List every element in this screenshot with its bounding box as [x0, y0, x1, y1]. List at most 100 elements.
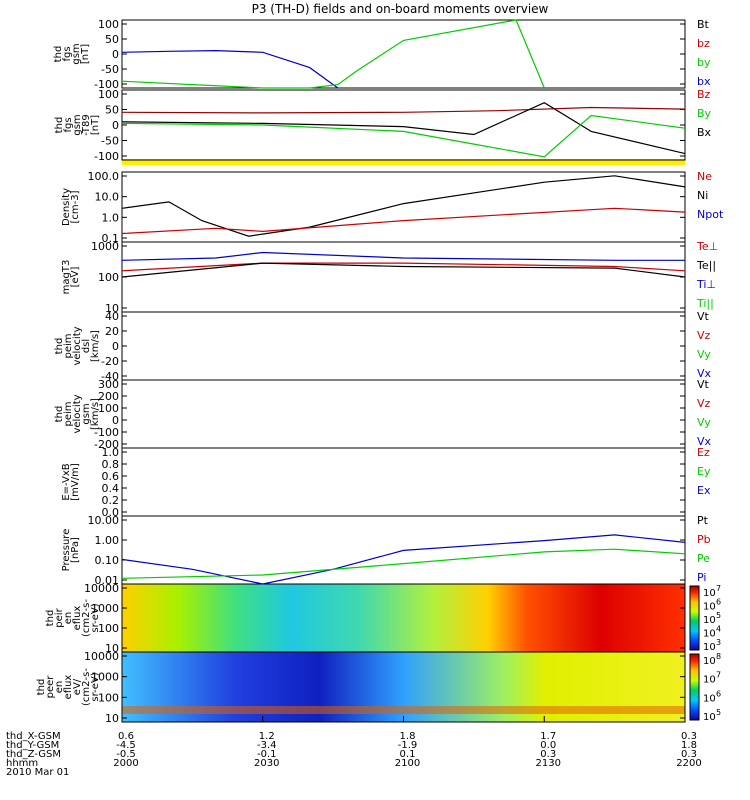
- y-tick-label: -100: [94, 426, 119, 439]
- colorbar-label: 10: [703, 675, 716, 686]
- y-tick-label: -40: [101, 370, 119, 383]
- legend-bz: Bz: [697, 88, 711, 101]
- y-axis-label-line: thd: [54, 117, 65, 134]
- legend-te: Te⊥: [696, 240, 718, 253]
- y-axis-label-line: thd: [54, 406, 65, 423]
- x-tick-value: -1.9: [398, 740, 418, 751]
- colorbar-exponent: 5: [716, 611, 721, 620]
- y-axis-label-line: dsl: [81, 339, 92, 353]
- y-tick-label: -100: [94, 78, 119, 91]
- series-line-bx: [121, 49, 339, 89]
- y-axis-label-line: [nT]: [90, 115, 101, 135]
- legend-pe: Pe: [697, 552, 710, 565]
- series-line-te: [121, 262, 686, 272]
- y-axis-label-line: sr-eV): [90, 603, 101, 632]
- legend-bx: bx: [697, 75, 711, 88]
- panel-3: 100.0 10.0 1.0 0.1 Density[cm-3] Ne Ni Npot: [61, 170, 724, 245]
- y-axis-label-line: (cm2-s-: [81, 599, 92, 637]
- y-axis-label-line: [cm-3]: [70, 190, 81, 223]
- colorbar-exponent: 7: [716, 671, 721, 680]
- colorbar: [689, 585, 700, 651]
- y-tick-label: 100: [98, 691, 119, 704]
- legend-pt: Pt: [697, 514, 709, 527]
- y-axis-label-line: [nT]: [80, 44, 91, 64]
- y-axis-label-line: (cm2-s-: [81, 668, 92, 706]
- x-row-label: thd_Z-GSM: [6, 749, 61, 760]
- y-axis-label-line: en: [63, 612, 74, 625]
- panel-9: 10000 1000 100 10 thdpeireneflux(cm2-s-sr-eV…: [45, 582, 721, 655]
- y-tick-label: 0.01: [95, 574, 120, 587]
- y-axis-label-line: E=-VxB: [61, 463, 72, 500]
- legend-vz: Vz: [697, 397, 711, 410]
- y-tick-label: 10: [105, 712, 119, 725]
- y-axis-label-line: eflux: [63, 675, 74, 700]
- series-layer: [121, 19, 686, 585]
- spectrogram-electron-lowband: [122, 706, 685, 714]
- x-tick-value: 2100: [395, 758, 420, 769]
- x-tick-value: -0.5: [116, 749, 136, 760]
- x-tick-value: 2200: [676, 758, 701, 769]
- y-axis-label-line: peim: [63, 333, 74, 358]
- series-line-te: [121, 262, 686, 278]
- y-tick-label: 1.00: [95, 534, 120, 547]
- y-tick-label: 10: [105, 642, 119, 655]
- x-tick-value: 0.3: [681, 749, 697, 760]
- x-row-label: 2010 Mar 01: [6, 767, 69, 778]
- y-axis-label-line: fgs: [63, 117, 74, 132]
- panel-8: 10.00 1.00 0.10 0.01 Pressure[nPa] Pt Pb Pe Pi: [61, 514, 711, 587]
- legend-ne: Ne: [697, 170, 712, 183]
- series-line-pe: [121, 548, 686, 579]
- y-tick-label: 10: [105, 302, 119, 315]
- y-axis-label-line: gsm: [72, 114, 83, 135]
- x-row-label: thd_Y-GSM: [6, 740, 59, 751]
- x-row-label: hhmm: [6, 758, 38, 769]
- series-line-ne: [121, 207, 686, 235]
- y-tick-label: 10.00: [88, 514, 120, 527]
- panel-frame: [121, 89, 686, 161]
- y-tick-label: 10.0: [95, 191, 120, 204]
- x-tick-value: 0.1: [400, 749, 416, 760]
- x-tick-value: 1.2: [259, 731, 275, 742]
- y-axis-label-line: eV/: [72, 678, 83, 695]
- y-tick-label: 10000: [84, 650, 119, 663]
- figure-title: P3 (TH-D) fields and on-board moments ov…: [252, 2, 549, 16]
- x-tick-value: -0.1: [257, 749, 277, 760]
- legend-vt: Vt: [697, 310, 710, 323]
- y-tick-label: 100: [98, 622, 119, 635]
- y-tick-label: 0.1: [102, 232, 120, 245]
- y-axis-label-line: [eV]: [70, 267, 81, 288]
- legend-vt: Vt: [697, 378, 710, 391]
- y-axis-label-line: [mV/m]: [70, 463, 81, 501]
- y-tick-label: 0: [112, 340, 119, 353]
- x-tick-value: 1.7: [540, 731, 556, 742]
- series-line-ni: [121, 175, 686, 237]
- colorbar-label: 10: [703, 642, 716, 653]
- y-tick-label: -50: [101, 63, 119, 76]
- legend-bz: bz: [697, 37, 710, 50]
- y-axis-label-line: peir: [54, 607, 65, 627]
- y-axis-label-line: thd: [53, 46, 64, 63]
- panel-7: 1.00.80.60.40.20.0 E=-VxB[mV/m] Ez Ey Ex: [61, 446, 711, 519]
- x-tick-value: 2000: [113, 758, 138, 769]
- colorbar-label: 10: [703, 588, 716, 599]
- y-axis-label-line: -T89: [81, 114, 92, 136]
- y-tick-label: 100: [98, 402, 119, 415]
- quality-flag-bar: [122, 159, 685, 165]
- series-line-pi: [121, 534, 686, 585]
- y-tick-label: 1000: [91, 240, 119, 253]
- colorbar-exponent: 6: [716, 598, 721, 607]
- colorbar-exponent: 6: [716, 689, 721, 698]
- legend-vz: Vz: [697, 329, 711, 342]
- x-tick-value: 1.8: [681, 740, 697, 751]
- y-tick-label: 20: [105, 325, 119, 338]
- y-axis-label-line: [nPa]: [70, 537, 81, 563]
- colorbar: [689, 653, 700, 721]
- y-tick-label: 40: [105, 310, 119, 323]
- y-axis-label-line: thd: [36, 679, 47, 696]
- colorbar-label: 10: [703, 712, 716, 723]
- panel-frame: [121, 19, 686, 89]
- y-tick-label: 0.10: [95, 554, 120, 567]
- colorbar-exponent: 4: [716, 625, 721, 634]
